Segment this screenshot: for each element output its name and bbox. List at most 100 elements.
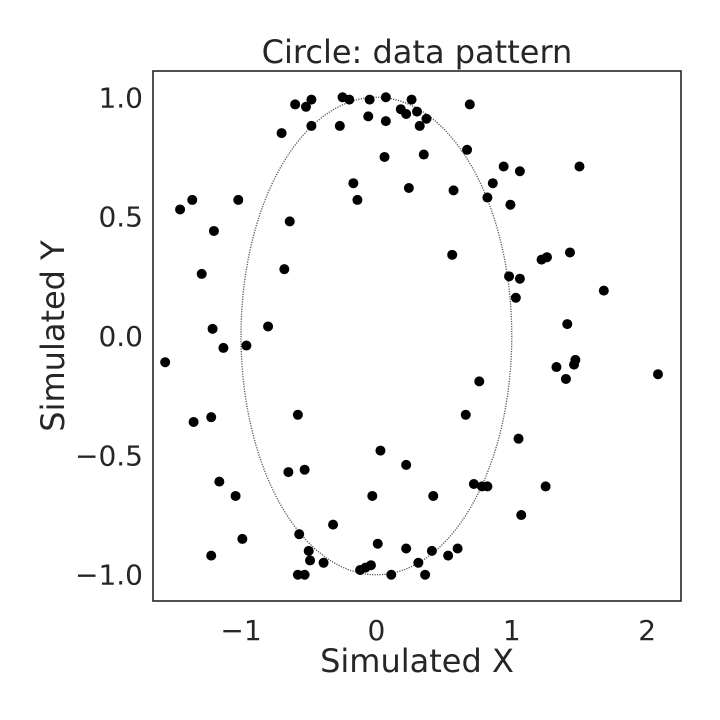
data-point	[206, 550, 217, 561]
data-point	[474, 376, 485, 387]
data-point	[510, 292, 521, 303]
data-point	[426, 545, 437, 556]
data-point	[428, 490, 439, 501]
data-point	[569, 359, 580, 370]
y-tick-label: −0.5	[75, 439, 143, 472]
x-tick-label: 1	[503, 614, 521, 647]
data-point	[498, 161, 509, 172]
data-point	[420, 569, 431, 580]
x-tick-label: −1	[220, 614, 261, 647]
data-point	[401, 459, 412, 470]
data-point	[365, 560, 376, 571]
data-point	[283, 467, 294, 478]
data-point	[482, 481, 493, 492]
data-point	[348, 178, 359, 189]
data-point	[230, 490, 241, 501]
data-point	[206, 412, 217, 423]
data-point	[237, 533, 248, 544]
data-point	[299, 464, 310, 475]
data-point	[328, 519, 339, 530]
data-point	[513, 433, 524, 444]
data-point	[380, 92, 391, 103]
data-point	[276, 128, 287, 139]
y-tick-label: 1.0	[98, 81, 143, 114]
data-point	[412, 106, 422, 117]
y-axis-ticks: −1.0 −0.5 0.0 0.5 1.0	[75, 81, 143, 591]
data-point	[504, 271, 515, 282]
data-point	[218, 342, 229, 353]
data-point	[375, 445, 386, 456]
data-point	[233, 194, 244, 205]
x-axis-title: Simulated X	[320, 642, 514, 680]
data-point	[196, 268, 207, 279]
data-point	[214, 476, 225, 487]
y-tick-label: 0.5	[98, 201, 143, 234]
data-point	[652, 369, 663, 380]
data-point	[303, 545, 314, 556]
data-point	[306, 94, 317, 105]
data-point	[344, 94, 355, 105]
data-point	[207, 323, 218, 334]
data-point	[175, 204, 186, 215]
data-point	[551, 362, 562, 373]
y-tick-label: 0.0	[98, 320, 143, 353]
data-point	[514, 166, 525, 177]
data-point	[516, 510, 527, 521]
data-point	[564, 247, 575, 258]
data-point	[598, 285, 609, 296]
reference-ellipse-layer	[240, 96, 513, 576]
data-point	[462, 144, 473, 155]
data-point	[452, 543, 463, 554]
chart-title: Circle: data pattern	[262, 33, 573, 71]
scatter-points	[160, 92, 663, 580]
data-point	[560, 373, 571, 384]
data-point	[401, 108, 412, 119]
data-point	[401, 543, 412, 554]
data-point	[292, 409, 303, 420]
data-point	[305, 555, 316, 566]
data-point	[334, 120, 345, 131]
y-axis-title: Simulated Y	[34, 240, 72, 432]
data-point	[188, 416, 199, 427]
data-point	[290, 99, 301, 110]
data-point	[300, 101, 311, 112]
data-point	[380, 116, 391, 127]
y-tick-label: −1.0	[75, 559, 143, 592]
data-point	[279, 264, 290, 275]
data-point	[372, 538, 383, 549]
data-point	[505, 199, 516, 210]
data-point	[574, 161, 585, 172]
data-point	[468, 479, 479, 490]
data-point	[294, 529, 305, 540]
data-point	[403, 182, 414, 193]
data-point	[386, 569, 397, 580]
data-point	[208, 225, 219, 236]
data-point	[514, 273, 525, 284]
data-point	[540, 481, 551, 492]
data-point	[541, 252, 552, 263]
data-point	[160, 357, 171, 368]
data-point	[241, 340, 252, 351]
data-point	[443, 550, 454, 561]
data-point	[562, 319, 573, 330]
x-axis-ticks: −1 0 1 2	[220, 614, 656, 647]
data-point	[447, 249, 458, 260]
x-tick-label: 0	[367, 614, 385, 647]
plot-frame	[152, 70, 682, 602]
data-point	[367, 490, 378, 501]
data-point	[263, 321, 274, 332]
data-point	[364, 94, 375, 105]
data-point	[460, 409, 471, 420]
data-point	[414, 120, 425, 131]
data-point	[299, 569, 310, 580]
data-point	[418, 149, 429, 160]
data-point	[352, 194, 363, 205]
data-point	[406, 94, 417, 105]
data-point	[421, 113, 432, 124]
x-tick-label: 2	[638, 614, 656, 647]
data-point	[379, 151, 390, 162]
data-point	[464, 99, 475, 110]
